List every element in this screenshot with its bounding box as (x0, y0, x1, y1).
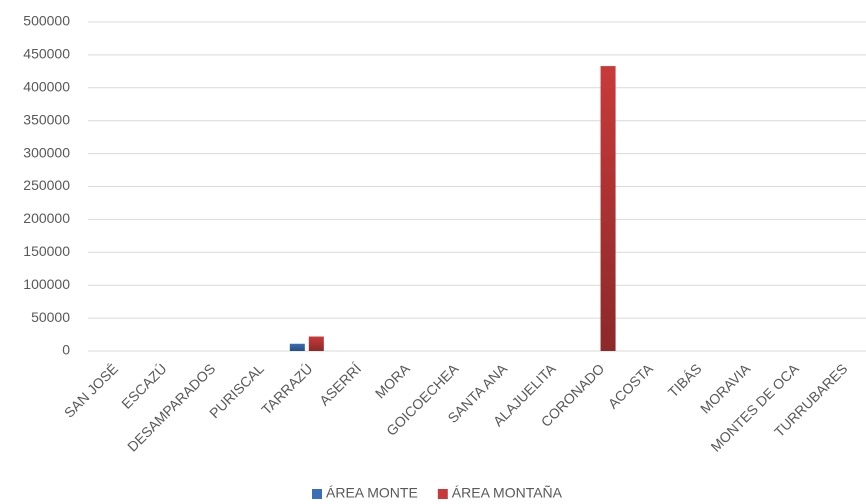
x-tick-label: DESAMPARADOS (124, 360, 218, 454)
y-tick-label: 500000 (23, 13, 70, 29)
y-tick-label: 350000 (23, 111, 70, 127)
legend-label: ÁREA MONTAÑA (452, 485, 563, 501)
y-tick-label: 100000 (23, 276, 70, 292)
y-tick-label: 250000 (23, 177, 70, 193)
y-tick-label: 200000 (23, 210, 70, 226)
x-tick-label: MORA (372, 360, 413, 401)
legend: ÁREA MONTE ÁREA MONTAÑA (312, 485, 563, 501)
x-tick-label: ACOSTA (605, 360, 657, 412)
y-tick-label: 0 (62, 342, 70, 358)
legend-swatch (312, 489, 322, 499)
legend-swatch (437, 489, 448, 499)
x-tick-label: ASERRÍ (316, 360, 364, 408)
bar (308, 336, 324, 351)
y-tick-label: 400000 (23, 79, 70, 95)
bar (289, 343, 305, 351)
legend-label: ÁREA MONTE (326, 485, 418, 501)
x-tick-label: TARRAZÚ (258, 360, 315, 417)
x-tick-label: TIBÁS (665, 360, 705, 400)
y-tick-label: 50000 (31, 309, 70, 325)
y-tick-label: 150000 (23, 243, 70, 259)
x-tick-label: SAN JOSÉ (61, 360, 121, 420)
x-tick-label: MONTES DE OCA (707, 360, 802, 455)
bar (600, 66, 616, 351)
y-tick-label: 450000 (23, 46, 70, 62)
y-tick-label: 300000 (23, 144, 70, 160)
